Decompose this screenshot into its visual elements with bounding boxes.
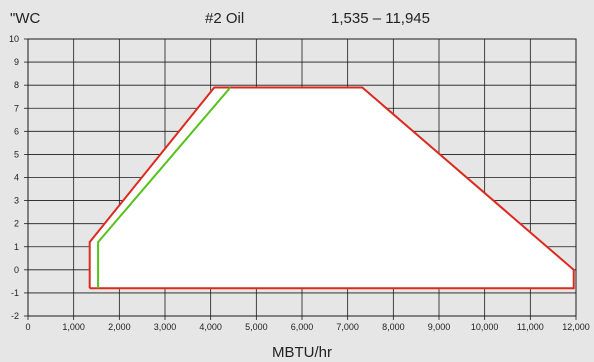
y-tick-label: 4 [14, 173, 19, 183]
x-tick-label: 11,000 [517, 322, 544, 332]
y-tick-label: 6 [14, 126, 19, 136]
y-tick-label: 0 [14, 265, 19, 275]
y-tick-label: 3 [14, 196, 19, 206]
x-tick-label: 5,000 [245, 322, 268, 332]
unit-label: "WC [10, 10, 40, 27]
x-tick-label: 12,000 [562, 322, 590, 332]
y-tick-label: 1 [14, 242, 19, 252]
y-tick-label: 2 [14, 219, 19, 229]
y-tick-label: -1 [11, 288, 19, 298]
firing-range-line [88, 86, 575, 290]
x-tick-label: 3,000 [154, 322, 177, 332]
plot-frame [27, 38, 577, 317]
series-layer [88, 86, 575, 290]
y-tick-label: 5 [14, 149, 19, 159]
x-tick-label: 4,000 [199, 322, 222, 332]
plot-border [27, 38, 577, 317]
y-tick-label: 9 [14, 57, 19, 67]
y-tick-label: -2 [11, 311, 19, 321]
y-tick-label: 10 [9, 34, 19, 44]
y-tick-labels: -2 -1 0 1 2 3 4 5 6 7 8 9 10 [9, 34, 19, 321]
x-tick-label: 6,000 [291, 322, 314, 332]
x-tick-label: 2,000 [108, 322, 131, 332]
fuel-label: #2 Oil [205, 10, 244, 27]
x-tick-label: 10,000 [471, 322, 499, 332]
x-tick-label: 0 [25, 322, 30, 332]
x-tick-labels: 0 1,000 2,000 3,000 4,000 5,000 6,000 7,000 8,00… [25, 322, 589, 332]
x-tick-label: 8,000 [382, 322, 405, 332]
envelope-fill [89, 87, 574, 289]
oil-range-line [97, 86, 232, 289]
x-tick-label: 1,000 [62, 322, 85, 332]
range-label: 1,535 – 11,945 [331, 10, 430, 27]
y-tick-label: 8 [14, 80, 19, 90]
y-tick-label: 7 [14, 103, 19, 113]
x-tick-label: 9,000 [428, 322, 451, 332]
x-axis-label: MBTU/hr [272, 344, 332, 361]
x-tick-label: 7,000 [336, 322, 359, 332]
